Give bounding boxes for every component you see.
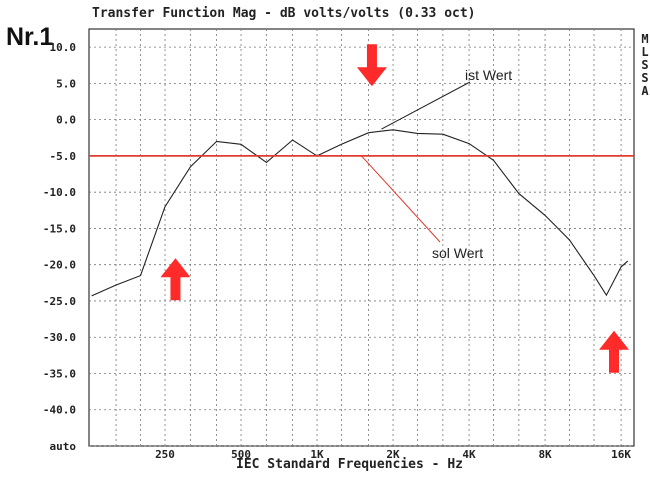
- side-legend: M L S S A: [639, 33, 650, 98]
- y-tick-label: -35.0: [43, 367, 76, 380]
- x-tick-label: 1K: [310, 448, 324, 461]
- arrow-shape: [160, 258, 191, 301]
- side-letter: L: [641, 45, 649, 59]
- y-tick-label: -15.0: [43, 222, 76, 235]
- annotation-label: sol Wert: [432, 245, 483, 261]
- x-tick-label: 500: [231, 448, 251, 461]
- side-letter: S: [641, 58, 649, 72]
- x-tick-label: 4K: [462, 448, 476, 461]
- arrow-up-icon: [160, 258, 191, 301]
- arrow-up-icon: [599, 330, 630, 373]
- side-letter: S: [641, 71, 649, 85]
- y-tick-label: -25.0: [43, 295, 76, 308]
- plot-frame: [88, 28, 635, 447]
- annotation-leader: [361, 155, 441, 243]
- chart-title: Transfer Function Mag - dB volts/volts (…: [92, 6, 476, 21]
- x-tick-label: 16K: [611, 448, 631, 461]
- side-letter: M: [641, 32, 649, 46]
- y-tick-label: -40.0: [43, 404, 76, 417]
- y-tick-label: -30.0: [43, 331, 76, 344]
- y-tick-label: 5.0: [56, 77, 76, 90]
- y-tick-label: auto: [50, 440, 77, 453]
- figure-label: Nr.1: [6, 23, 54, 51]
- y-tick-label: -10.0: [43, 186, 76, 199]
- y-tick-label: -20.0: [43, 259, 76, 272]
- y-tick-label: 10.0: [50, 41, 77, 54]
- annotation-leader: [381, 81, 471, 130]
- arrow-shape: [356, 44, 387, 87]
- y-tick-label: 0.0: [56, 114, 76, 127]
- arrow-shape: [599, 330, 630, 373]
- side-letter: A: [641, 84, 649, 98]
- x-tick-label: 2K: [386, 448, 400, 461]
- arrow-down-icon: [356, 44, 387, 87]
- x-tick-label: 8K: [538, 448, 552, 461]
- y-tick-label: -5.0: [50, 150, 77, 163]
- measured-curve: [91, 129, 629, 297]
- x-tick-label: 250: [155, 448, 175, 461]
- x-axis-title: IEC Standard Frequencies - Hz: [236, 457, 463, 472]
- annotation-label: ist Wert: [465, 67, 512, 83]
